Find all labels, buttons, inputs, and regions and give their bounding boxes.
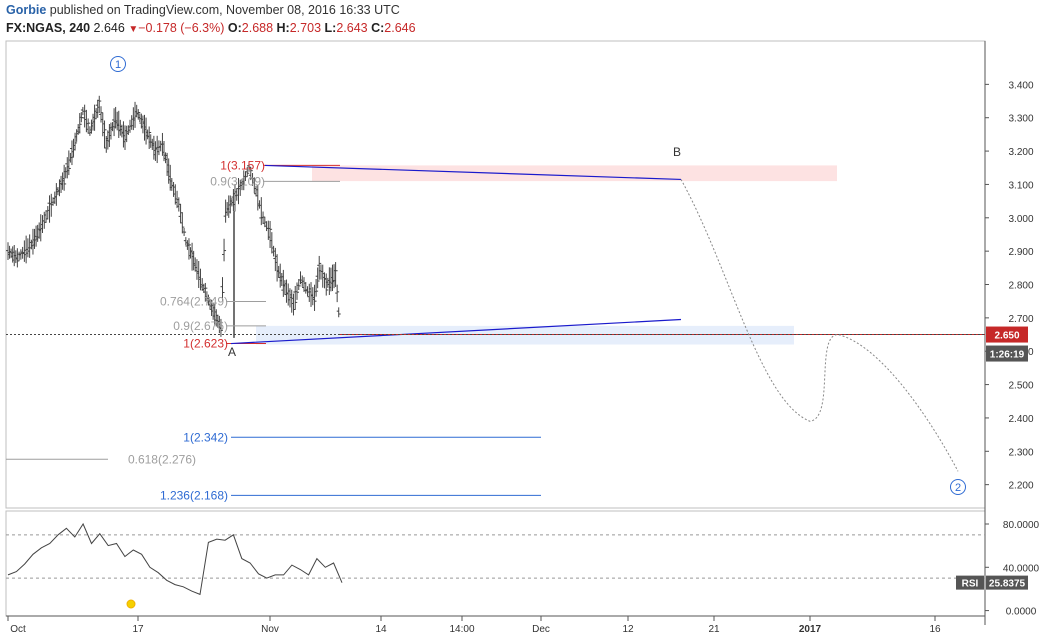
publish-info: published on TradingView.com, November 0… bbox=[49, 3, 400, 17]
y-tick-label: 2.700 bbox=[1008, 314, 1033, 325]
x-tick-label: 2017 bbox=[799, 624, 822, 635]
target-zone bbox=[312, 165, 837, 182]
high-value: 2.703 bbox=[289, 21, 322, 35]
fib-level-label: 1.236(2.168) bbox=[160, 488, 228, 502]
fib-level-label: 0.9(3.109) bbox=[210, 174, 265, 188]
y-tick-label: 3.200 bbox=[1008, 147, 1033, 158]
wave-label: 1 bbox=[115, 59, 121, 71]
fib-level-label: 1(3.157) bbox=[220, 158, 265, 172]
y-tick-label: 2.300 bbox=[1008, 447, 1033, 458]
rsi-name-label: RSI bbox=[962, 579, 979, 590]
x-tick-label: Dec bbox=[532, 624, 550, 635]
header-ohlc-line: FX:NGAS, 240 2.646 ▼−0.178 (−6.3%) O:2.6… bbox=[6, 21, 416, 35]
y-tick-label: 2.500 bbox=[1008, 381, 1033, 392]
price-tag bbox=[986, 326, 1028, 343]
fib-level-label: 0.764(2.749) bbox=[160, 295, 228, 309]
y-tick-label: 3.100 bbox=[1008, 180, 1033, 191]
triangle-upper-line[interactable] bbox=[264, 164, 682, 181]
y-tick-label: 2.800 bbox=[1008, 281, 1033, 292]
x-tick-label: 14 bbox=[375, 624, 387, 635]
event-marker-icon[interactable] bbox=[126, 599, 136, 609]
price-change: −0.178 (−6.3%) bbox=[138, 21, 225, 35]
x-tick-label: 17 bbox=[132, 624, 144, 635]
countdown-label: 1:26:19 bbox=[990, 350, 1025, 361]
last-price: 2.646 bbox=[93, 21, 125, 35]
price-tag-label: 2.650 bbox=[994, 331, 1019, 342]
rsi-value-label: 25.8375 bbox=[989, 579, 1026, 590]
wave-label: 2 bbox=[955, 482, 961, 494]
x-tick-label: 14:00 bbox=[449, 624, 474, 635]
y-tick-label: 3.300 bbox=[1008, 114, 1033, 125]
y-tick-label: 3.000 bbox=[1008, 214, 1033, 225]
rsi-value-tag bbox=[986, 575, 1028, 590]
x-tick-label: 12 bbox=[622, 624, 634, 635]
wave-circle bbox=[110, 56, 126, 72]
countdown-tag bbox=[986, 345, 1028, 362]
rsi-tick-label: 0.0000 bbox=[1006, 607, 1037, 618]
symbol-label[interactable]: FX:NGAS, 240 bbox=[6, 21, 91, 35]
x-tick-label: 21 bbox=[708, 624, 720, 635]
y-tick-label: 2.900 bbox=[1008, 247, 1033, 258]
close-value: 2.646 bbox=[384, 21, 416, 35]
header-publish-line: Gorbie published on TradingView.com, Nov… bbox=[6, 3, 400, 17]
down-arrow-icon: ▼ bbox=[128, 24, 139, 35]
low-label: L: bbox=[324, 21, 337, 35]
target-zone bbox=[256, 325, 794, 345]
close-label: C: bbox=[371, 21, 385, 35]
x-tick-label: Nov bbox=[261, 624, 279, 635]
author-name[interactable]: Gorbie bbox=[6, 3, 47, 17]
low-value: 2.643 bbox=[336, 21, 368, 35]
triangle-lower-line[interactable] bbox=[230, 318, 682, 345]
wave-label: B bbox=[673, 145, 681, 159]
fib-level-label: 0.9(2.676) bbox=[173, 319, 228, 333]
x-tick-label: Oct bbox=[10, 624, 26, 635]
main-pane-frame bbox=[5, 40, 986, 509]
rsi-name-tag bbox=[956, 575, 984, 590]
wave-circle bbox=[950, 479, 966, 495]
x-tick-label: 16 bbox=[929, 624, 941, 635]
high-label: H: bbox=[276, 21, 290, 35]
y-tick-label: 2.200 bbox=[1008, 481, 1033, 492]
rsi-line bbox=[7, 522, 343, 596]
projection-path bbox=[680, 179, 959, 472]
fib-level-label: 1(2.342) bbox=[183, 430, 228, 444]
open-label: O: bbox=[227, 21, 242, 35]
rsi-pane-frame bbox=[5, 510, 986, 617]
y-tick-label: 3.400 bbox=[1008, 80, 1033, 91]
open-value: 2.688 bbox=[241, 21, 274, 35]
fib-level-label: 0.618(2.276) bbox=[128, 452, 196, 466]
fib-level-label: 1(2.623) bbox=[183, 337, 228, 351]
rsi-tick-label: 80.0000 bbox=[1003, 520, 1040, 531]
y-tick-label: 2.400 bbox=[1008, 414, 1033, 425]
wave-label: A bbox=[228, 345, 236, 359]
rsi-tick-label: 40.0000 bbox=[1003, 563, 1040, 574]
